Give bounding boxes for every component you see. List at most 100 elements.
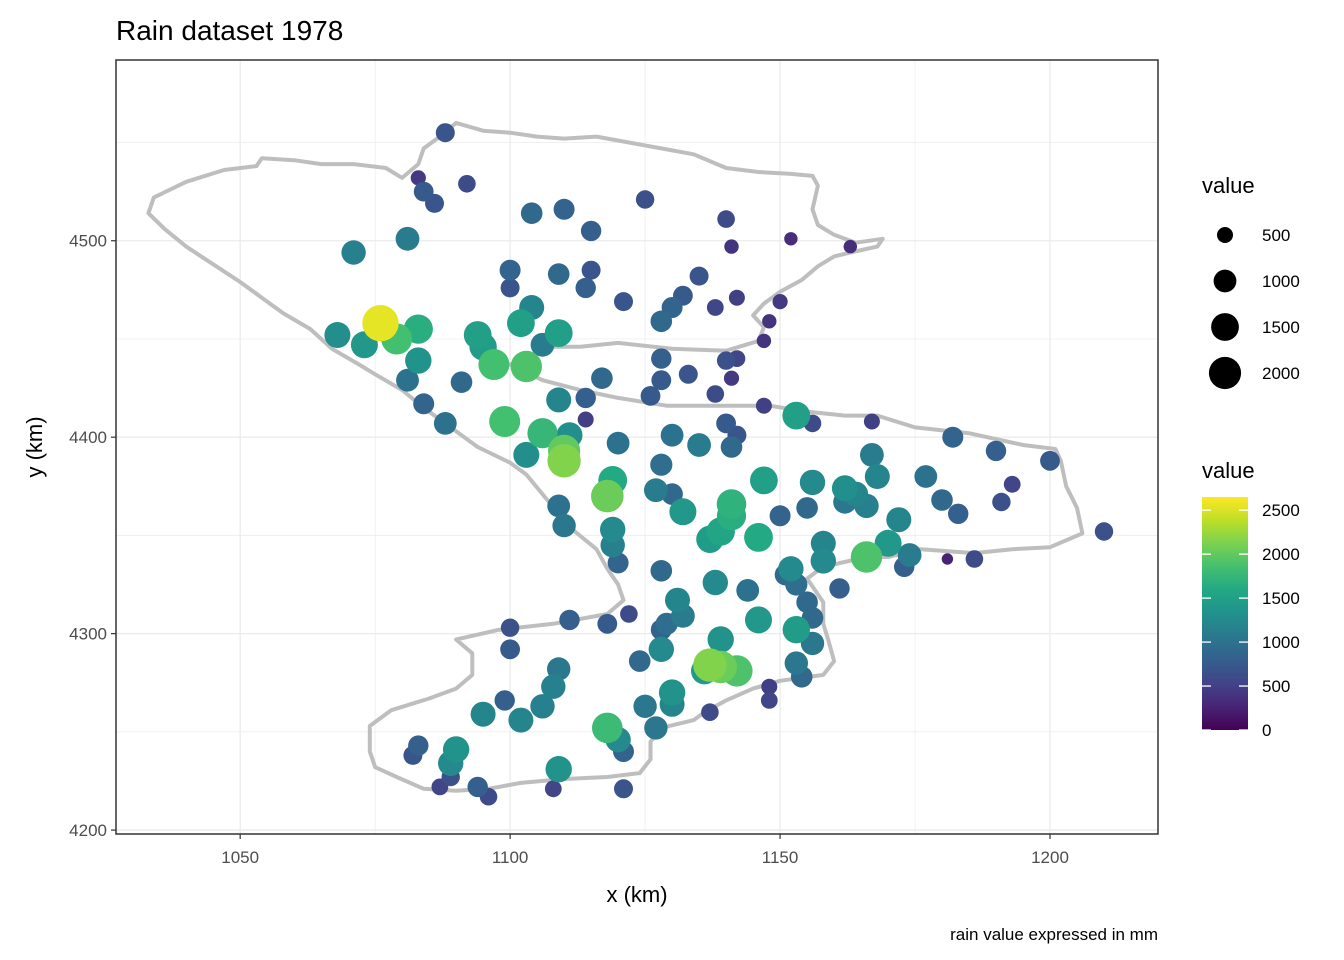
data-point [762, 314, 777, 329]
data-point [600, 516, 626, 543]
data-point [658, 679, 686, 706]
data-point [458, 175, 476, 193]
data-point [886, 507, 912, 533]
color-legend-label: 2000 [1262, 545, 1300, 564]
y-tick-label: 4400 [69, 428, 107, 447]
data-point [948, 503, 969, 524]
data-point [508, 707, 534, 733]
data-point [545, 756, 572, 783]
data-point [941, 553, 954, 565]
data-point [778, 556, 804, 582]
data-point [810, 548, 836, 574]
data-point [395, 226, 420, 251]
color-legend: 0 500 1000 1500 2000 2500 [1202, 501, 1300, 740]
data-point [478, 349, 510, 380]
data-point [513, 441, 540, 468]
data-point [1040, 450, 1060, 471]
data-point [864, 464, 890, 489]
size-legend-label: 500 [1262, 226, 1290, 245]
data-point [897, 543, 922, 567]
data-point [850, 541, 883, 573]
data-point [965, 550, 984, 568]
data-point [614, 779, 633, 799]
data-point [761, 678, 778, 695]
data-point [396, 368, 419, 392]
data-point [831, 475, 858, 502]
data-point [660, 423, 684, 447]
data-point [362, 305, 399, 342]
color-legend-bar [1202, 497, 1248, 730]
data-point [750, 466, 778, 495]
data-point [724, 239, 739, 254]
data-point [669, 498, 697, 526]
data-point [530, 694, 555, 719]
data-point [744, 523, 773, 552]
data-point [782, 616, 810, 644]
data-point [650, 453, 673, 476]
data-point [592, 712, 623, 744]
data-point [810, 530, 836, 556]
color-legend-label: 0 [1262, 721, 1271, 740]
data-point [405, 347, 432, 374]
data-point [651, 348, 672, 369]
y-axis: 4200 4300 4400 4500 [69, 232, 116, 840]
color-legend-label: 1500 [1262, 589, 1300, 608]
data-point [706, 385, 725, 403]
data-point [489, 406, 521, 437]
x-axis-title: x (km) [606, 882, 667, 907]
data-points [324, 123, 1114, 806]
data-point [728, 289, 745, 306]
data-point [689, 266, 709, 286]
data-point [693, 648, 727, 682]
data-point [628, 650, 651, 672]
data-point [633, 694, 657, 718]
data-point [860, 443, 884, 467]
color-legend-label: 500 [1262, 677, 1290, 696]
data-point [701, 703, 719, 721]
data-point [863, 413, 880, 430]
data-point [577, 411, 594, 428]
data-point [745, 606, 772, 634]
data-point [874, 529, 902, 557]
data-point [723, 370, 740, 386]
data-point [1003, 475, 1021, 493]
data-point [580, 220, 602, 242]
data-point [435, 123, 455, 143]
size-legend-key [1211, 313, 1239, 341]
data-point [651, 370, 672, 391]
data-point [942, 426, 964, 448]
data-point [413, 181, 434, 202]
data-point [635, 190, 655, 209]
data-point [755, 397, 772, 414]
data-point [648, 636, 674, 662]
data-point [829, 578, 850, 599]
color-legend-title: value [1202, 458, 1255, 483]
data-point [463, 321, 492, 349]
data-point [470, 701, 496, 727]
data-point [442, 736, 470, 763]
x-axis: 1050 1100 1150 1200 [221, 834, 1069, 867]
data-point [707, 626, 734, 653]
size-legend: 500 1000 1500 2000 [1208, 226, 1300, 390]
data-point [500, 618, 520, 637]
data-point [591, 367, 613, 390]
data-point [607, 552, 629, 574]
data-point [717, 210, 735, 228]
data-point [413, 393, 435, 415]
color-legend-label: 1000 [1262, 633, 1300, 652]
data-point [687, 433, 711, 457]
data-point [408, 735, 429, 756]
data-point [433, 412, 457, 435]
data-point [756, 333, 772, 349]
data-point [500, 639, 520, 660]
size-legend-title: value [1202, 173, 1255, 198]
y-tick-label: 4200 [69, 821, 107, 840]
data-point [575, 387, 596, 409]
data-point [716, 413, 736, 434]
data-point [341, 240, 366, 265]
data-point [644, 716, 668, 740]
data-point [575, 277, 596, 299]
data-point [640, 386, 661, 406]
data-point [992, 492, 1011, 512]
